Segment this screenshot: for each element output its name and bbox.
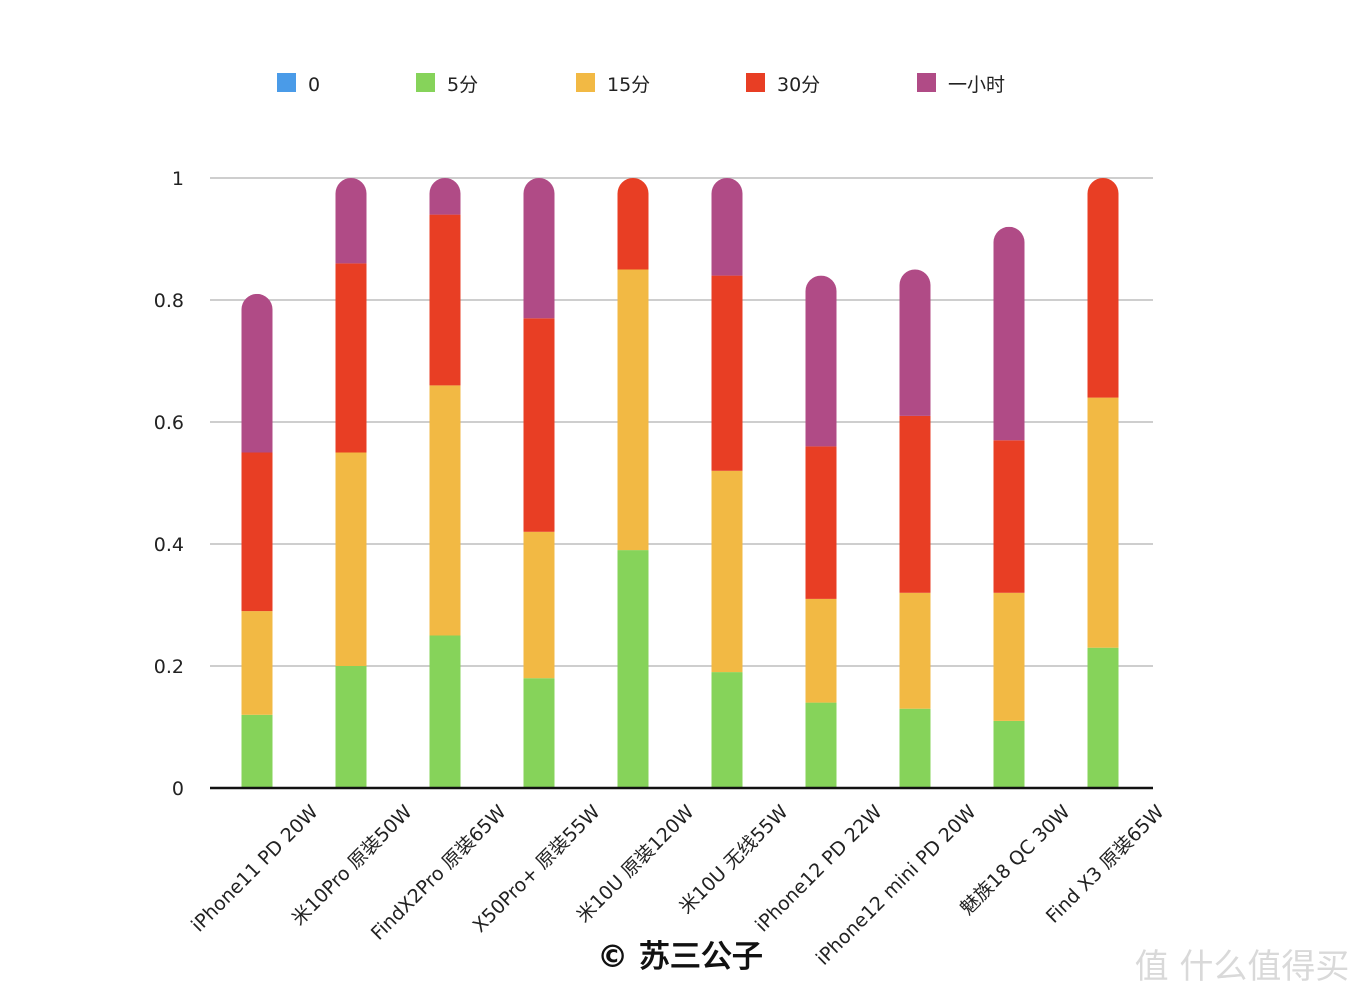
bar-segment-2-1	[429, 635, 461, 788]
legend-swatch-4	[917, 73, 936, 92]
bar-segment-4-3	[617, 178, 649, 270]
y-tick-label-1: 0.2	[154, 656, 184, 678]
bar-segment-3-1	[523, 678, 555, 788]
legend-swatch-2	[576, 73, 595, 92]
bar-segment-2-3	[429, 214, 461, 386]
bar-group-3	[523, 178, 555, 788]
bar-segment-6-2	[805, 598, 837, 703]
bar-segment-7-2	[899, 592, 931, 709]
bar-segment-1-3	[335, 263, 367, 453]
watermark-site: 值 什么值得买	[1135, 947, 1350, 987]
bar-segment-5-1	[711, 672, 743, 788]
watermark-author: © 苏三公子	[597, 939, 763, 975]
bar-segment-3-4	[523, 178, 555, 319]
y-tick-label-3: 0.6	[154, 412, 184, 434]
legend: 0 5分 15分 30分 一小时	[277, 73, 1005, 96]
legend-swatch-1	[416, 73, 435, 92]
bar-segment-0-3	[241, 452, 273, 612]
bar-segment-0-1	[241, 714, 273, 788]
bar-segment-0-4	[241, 293, 273, 453]
bar-segment-6-1	[805, 702, 837, 788]
bar-segment-8-3	[993, 440, 1025, 593]
bar-group-8	[993, 226, 1025, 788]
bar-group-4	[617, 178, 649, 788]
bar-group-0	[241, 293, 273, 788]
bar-segment-9-3	[1087, 178, 1119, 398]
bar-segment-9-1	[1087, 647, 1119, 788]
bar-group-9	[1087, 178, 1119, 788]
author-name: 苏三公子	[639, 939, 763, 975]
bar-segment-2-4	[429, 178, 461, 215]
y-tick-label-0: 0	[172, 778, 184, 800]
copyright-symbol: ©	[597, 939, 628, 975]
bar-segment-6-4	[805, 275, 837, 447]
bar-segment-4-1	[617, 550, 649, 788]
bars	[241, 178, 1119, 788]
bar-segment-2-2	[429, 385, 461, 636]
bar-segment-8-1	[993, 720, 1025, 788]
bar-segment-6-3	[805, 446, 837, 599]
bar-segment-3-3	[523, 318, 555, 532]
x-tick-label-7: iPhone12 mini PD 20W	[812, 801, 981, 970]
bar-segment-1-2	[335, 452, 367, 666]
bar-segment-5-4	[711, 178, 743, 276]
bar-group-7	[899, 269, 931, 788]
bar-group-1	[335, 178, 367, 788]
watermark: © 苏三公子 值 什么值得买	[597, 939, 1349, 987]
bar-segment-5-2	[711, 470, 743, 673]
bar-group-5	[711, 178, 743, 788]
bar-segment-8-2	[993, 592, 1025, 721]
bar-segment-0-2	[241, 611, 273, 715]
y-tick-label-4: 0.8	[154, 290, 184, 312]
bar-segment-7-1	[899, 708, 931, 788]
legend-label-0: 0	[308, 74, 320, 96]
bar-group-6	[805, 275, 837, 788]
legend-label-4: 一小时	[948, 74, 1005, 96]
bar-group-2	[429, 178, 461, 788]
bar-segment-1-1	[335, 666, 367, 788]
bar-segment-8-4	[993, 226, 1025, 441]
legend-label-2: 15分	[607, 74, 650, 96]
bar-segment-1-4	[335, 178, 367, 264]
bar-segment-7-3	[899, 415, 931, 593]
legend-swatch-0	[277, 73, 296, 92]
bar-segment-7-4	[899, 269, 931, 416]
legend-label-3: 30分	[777, 74, 820, 96]
y-axis: 0 0.2 0.4 0.6 0.8 1	[154, 168, 184, 800]
bar-segment-5-3	[711, 275, 743, 471]
y-tick-label-2: 0.4	[154, 534, 184, 556]
legend-label-1: 5分	[447, 74, 478, 96]
y-tick-label-5: 1	[172, 168, 184, 190]
bar-segment-3-2	[523, 531, 555, 679]
legend-swatch-3	[746, 73, 765, 92]
bar-segment-4-2	[617, 269, 649, 551]
bar-segment-9-2	[1087, 397, 1119, 648]
